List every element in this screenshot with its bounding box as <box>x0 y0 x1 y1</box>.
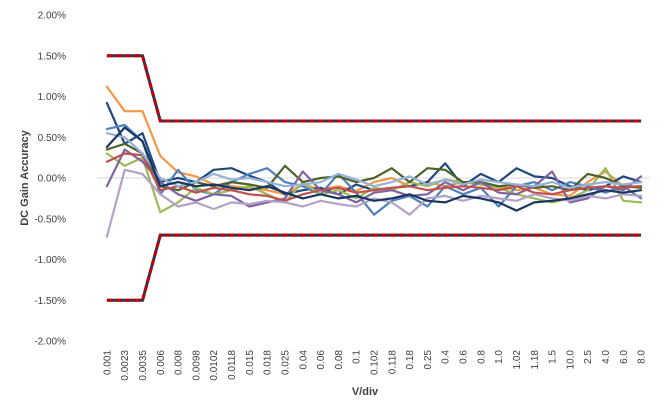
x-tick-label: 1.0 <box>494 350 505 364</box>
x-tick-label: 4.0 <box>601 350 612 364</box>
y-tick-label: -0.50% <box>34 214 66 225</box>
x-tick-label: 0.06 <box>316 350 327 370</box>
limit-line-upper <box>106 54 642 123</box>
x-tick-label: 0.04 <box>298 350 309 370</box>
x-tick-label: 1.02 <box>512 350 523 370</box>
y-tick-label: -1.50% <box>34 296 66 307</box>
x-tick-label: 0.025 <box>280 350 291 375</box>
limit-line-lower <box>106 233 642 302</box>
x-tick-label: 0.008 <box>174 350 185 375</box>
x-tick-label: 1.18 <box>530 350 541 370</box>
series-line <box>105 123 643 216</box>
x-tick-label: 0.0023 <box>120 350 131 381</box>
y-tick-label: 1.50% <box>38 51 66 62</box>
series-line <box>105 132 643 189</box>
x-tick-label: 0.006 <box>156 350 167 375</box>
y-axis-title: DC Gain Accuracy <box>19 129 31 225</box>
y-axis-ticks: 2.00% 1.50% 1.00% 0.50% 0.00% -0.50% -1.00% -1.… <box>34 11 66 348</box>
limit-lines <box>106 54 642 302</box>
x-tick-label: 0.0035 <box>138 350 149 381</box>
x-tick-label: 0.6 <box>459 350 470 364</box>
x-axis-ticks: 0.001 0.0023 0.0035 0.006 0.008 0.0098 0.0102 0… <box>102 350 647 381</box>
series-line <box>105 152 643 214</box>
series-line <box>105 152 643 202</box>
x-tick-label: 6.0 <box>619 350 630 364</box>
x-tick-label: 0.08 <box>334 350 345 370</box>
x-tick-label: 0.118 <box>387 350 398 375</box>
x-tick-label: 0.0102 <box>209 350 220 381</box>
x-tick-label: 0.001 <box>102 350 113 375</box>
y-tick-label: -1.00% <box>34 255 66 266</box>
series-line <box>105 148 643 208</box>
x-tick-label: 10.0 <box>565 350 576 370</box>
data-series <box>105 85 643 238</box>
y-tick-label: 0.50% <box>38 133 66 144</box>
x-tick-label: 2.5 <box>583 350 594 364</box>
x-tick-label: 0.8 <box>476 350 487 364</box>
x-tick-label: 0.0098 <box>191 350 202 381</box>
y-tick-label: 1.00% <box>38 92 66 103</box>
y-tick-label: 0.00% <box>38 174 66 185</box>
x-tick-label: 0.1 <box>352 350 363 364</box>
x-axis-title: V/div <box>352 386 379 398</box>
x-tick-label: 8.0 <box>637 350 648 364</box>
series-line <box>105 168 643 238</box>
x-tick-label: 0.18 <box>405 350 416 370</box>
x-tick-label: 0.018 <box>263 350 274 375</box>
series-line <box>105 126 643 212</box>
y-tick-label: -2.00% <box>34 337 66 348</box>
x-tick-label: 1.5 <box>548 350 559 364</box>
x-tick-label: 0.25 <box>423 350 434 370</box>
x-tick-label: 0.015 <box>245 350 256 375</box>
x-tick-label: 0.0118 <box>227 350 238 380</box>
x-tick-label: 0.102 <box>370 350 381 375</box>
y-tick-label: 2.00% <box>38 11 66 22</box>
x-tick-label: 0.4 <box>441 350 452 364</box>
